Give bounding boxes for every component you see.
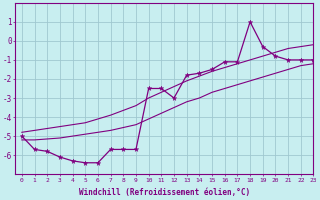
X-axis label: Windchill (Refroidissement éolien,°C): Windchill (Refroidissement éolien,°C) [79,188,250,197]
